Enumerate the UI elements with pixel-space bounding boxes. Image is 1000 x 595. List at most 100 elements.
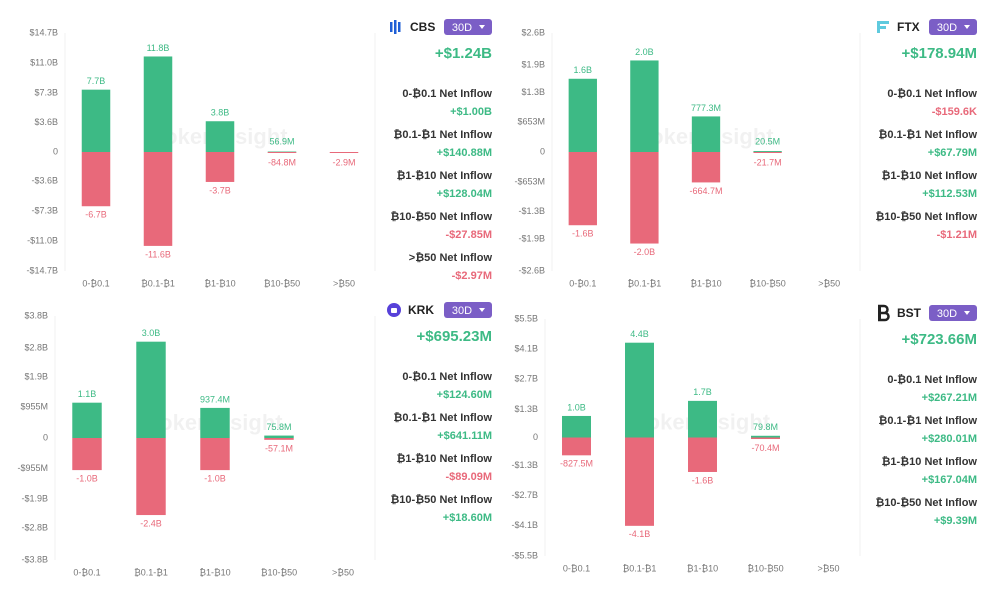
bar (136, 341, 166, 438)
y-tick-label: -$2.8B (21, 522, 48, 532)
bar (267, 152, 297, 153)
y-tick-label: $2.7B (514, 374, 538, 384)
bar (753, 151, 782, 153)
value-label: -664.7M (689, 186, 722, 196)
bar (753, 152, 782, 153)
y-tick-label: $3.8B (24, 310, 48, 320)
y-tick-label: $1.9B (24, 371, 48, 381)
timeframe-badge[interactable] (929, 19, 977, 35)
bar (691, 152, 721, 183)
value-label: -84.8M (268, 157, 296, 167)
value-label: -21.7M (754, 157, 782, 167)
bar (688, 437, 717, 472)
timeframe-label[interactable]: 30D (452, 305, 472, 317)
y-tick-label: -$4.1B (511, 520, 538, 530)
total-net-inflow: +$178.94M (902, 45, 977, 62)
y-tick-label: $4.1B (514, 344, 538, 354)
value-label: -3.7B (209, 185, 231, 195)
timeframe-label[interactable]: 30D (452, 22, 472, 34)
y-tick-label: -$7.3B (31, 205, 58, 215)
logo-part (391, 308, 397, 313)
inflow-label: ₿1-₿10 Net Inflow (396, 453, 492, 465)
value-label: -2.4B (140, 518, 162, 528)
timeframe-badge[interactable] (929, 305, 977, 321)
exchange-panel: TokenInsight$2.6B$1.9B$1.3B$653M0-$653M-… (514, 19, 977, 288)
inflow-label: ₿1-₿10 Net Inflow (881, 170, 977, 182)
y-tick-label: $653M (517, 116, 545, 126)
exchange-name: CBS (410, 20, 435, 34)
y-tick-label: $3.6B (34, 117, 58, 127)
value-label: -827.5M (560, 459, 593, 469)
bar (81, 152, 111, 207)
bar (72, 438, 102, 471)
x-tick-label: ₿0.1-₿1 (141, 278, 175, 288)
x-tick-label: >₿50 (818, 563, 840, 573)
x-tick-label: >₿50 (818, 278, 840, 288)
y-tick-label: -$1.3B (518, 206, 545, 216)
total-net-inflow: +$1.24B (435, 45, 492, 62)
value-label: 937.4M (200, 394, 230, 404)
y-tick-label: 0 (533, 432, 538, 442)
logo-bar (394, 20, 397, 34)
y-tick-label: $2.8B (24, 342, 48, 352)
x-tick-label: 0-₿0.1 (563, 563, 590, 573)
bar (200, 407, 230, 438)
dropdown-caret (479, 308, 485, 312)
x-tick-label: 0-₿0.1 (73, 567, 100, 577)
value-label: 56.9M (269, 136, 294, 146)
x-tick-label: ₿0.1-₿1 (134, 567, 168, 577)
inflow-value: +$124.60M (437, 389, 492, 401)
y-tick-label: -$653M (514, 176, 545, 186)
y-tick-label: $1.3B (521, 87, 545, 97)
value-label: -1.6B (692, 475, 714, 485)
total-net-inflow: +$695.23M (417, 328, 492, 345)
timeframe-label[interactable]: 30D (937, 22, 957, 34)
timeframe-badge[interactable] (444, 302, 492, 318)
value-label: 1.6B (574, 65, 593, 75)
bar (562, 437, 591, 456)
timeframe-badge[interactable] (444, 19, 492, 35)
inflow-label: ₿1-₿10 Net Inflow (396, 170, 492, 182)
bar (751, 435, 780, 438)
bar (630, 152, 659, 244)
y-tick-label: 0 (43, 432, 48, 442)
inflow-label: ₿10-₿50 Net Inflow (875, 211, 977, 223)
value-label: -6.7B (85, 210, 107, 220)
bar (264, 435, 294, 438)
value-label: -11.6B (145, 249, 171, 259)
bar (264, 438, 294, 440)
inflow-value: +$18.60M (443, 512, 492, 524)
value-label: 1.1B (78, 389, 97, 399)
inflow-label: 0-₿0.1 Net Inflow (887, 88, 977, 100)
value-label: -2.9M (332, 157, 355, 167)
bar (143, 56, 173, 152)
value-label: 79.8M (753, 422, 778, 432)
bar (81, 89, 111, 152)
exchange-name: FTX (897, 20, 920, 34)
inflow-value: -$89.09M (446, 471, 492, 483)
y-tick-label: $11.0B (30, 57, 58, 67)
y-tick-label: -$1.3B (511, 460, 538, 470)
y-tick-label: $7.3B (34, 87, 58, 97)
x-tick-label: ₿1-₿10 (204, 278, 235, 288)
bar (691, 116, 721, 152)
value-label: 11.8B (147, 43, 170, 53)
inflow-value: +$112.53M (922, 188, 977, 200)
y-tick-label: $14.7B (29, 27, 58, 37)
inflow-label: ₿10-₿50 Net Inflow (390, 494, 492, 506)
bar (136, 438, 166, 516)
y-tick-label: -$2.6B (518, 265, 545, 275)
x-tick-label: ₿1-₿10 (687, 563, 718, 573)
inflow-label: ₿0.1-₿1 Net Inflow (393, 129, 492, 141)
y-tick-label: 0 (53, 146, 58, 156)
exchange-name: KRK (408, 303, 434, 317)
exchange-name: BST (897, 306, 922, 320)
logo-part (877, 21, 880, 33)
x-tick-label: ₿10-₿50 (747, 563, 783, 573)
timeframe-label[interactable]: 30D (937, 308, 957, 320)
value-label: 1.0B (567, 402, 586, 412)
logo-part (877, 21, 889, 24)
y-tick-label: -$14.7B (26, 265, 58, 275)
y-tick-label: 0 (540, 146, 545, 156)
